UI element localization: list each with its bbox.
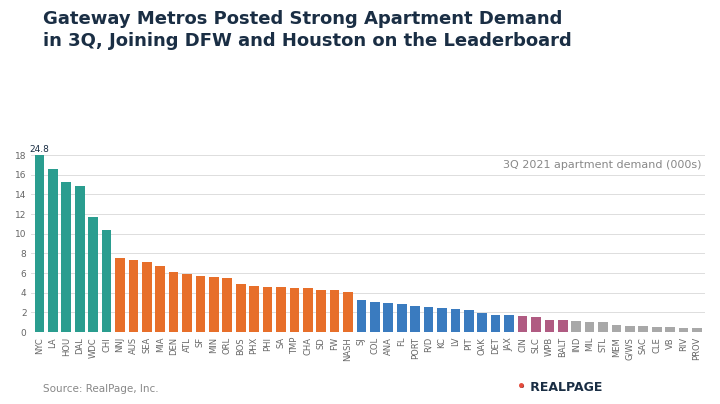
Bar [89, 217, 98, 332]
Bar [464, 310, 474, 332]
Bar [477, 314, 487, 332]
Text: 24.8: 24.8 [30, 145, 50, 154]
Bar [48, 169, 58, 332]
Bar [451, 309, 460, 332]
Bar [397, 304, 407, 332]
Bar [639, 326, 648, 332]
Bar [168, 272, 179, 332]
Bar [115, 258, 125, 332]
Bar [625, 326, 635, 332]
Bar [370, 302, 379, 332]
Bar [544, 320, 554, 332]
Bar [384, 303, 393, 332]
Text: 3Q 2021 apartment demand (000s): 3Q 2021 apartment demand (000s) [503, 160, 701, 170]
Bar [356, 300, 366, 332]
Bar [585, 322, 595, 332]
Bar [182, 274, 192, 332]
Text: •: • [517, 380, 526, 394]
Bar [410, 305, 420, 332]
Bar [303, 288, 312, 332]
Bar [35, 155, 44, 332]
Bar [196, 276, 205, 332]
Bar [316, 290, 326, 332]
Bar [504, 316, 514, 332]
Bar [424, 307, 433, 332]
Bar [102, 230, 112, 332]
Bar [289, 288, 300, 332]
Bar [156, 266, 165, 332]
Bar [598, 322, 608, 332]
Bar [128, 260, 138, 332]
Bar [343, 292, 353, 332]
Bar [236, 284, 246, 332]
Bar [572, 321, 581, 332]
Bar [611, 325, 621, 332]
Bar [142, 262, 152, 332]
Text: • REALPAGE: • REALPAGE [518, 381, 603, 394]
Bar [249, 286, 259, 332]
Bar [276, 287, 286, 332]
Bar [679, 328, 688, 332]
Bar [222, 278, 232, 332]
Bar [665, 327, 675, 332]
Bar [330, 290, 339, 332]
Bar [61, 181, 71, 332]
Bar [75, 187, 84, 332]
Text: Source: RealPage, Inc.: Source: RealPage, Inc. [43, 384, 159, 394]
Bar [652, 327, 662, 332]
Bar [558, 320, 567, 332]
Text: Gateway Metros Posted Strong Apartment Demand
in 3Q, Joining DFW and Houston on : Gateway Metros Posted Strong Apartment D… [43, 10, 572, 51]
Bar [491, 315, 500, 332]
Bar [209, 277, 219, 332]
Bar [437, 307, 447, 332]
Bar [263, 287, 272, 332]
Bar [531, 317, 541, 332]
Bar [692, 328, 702, 332]
Bar [518, 316, 527, 332]
